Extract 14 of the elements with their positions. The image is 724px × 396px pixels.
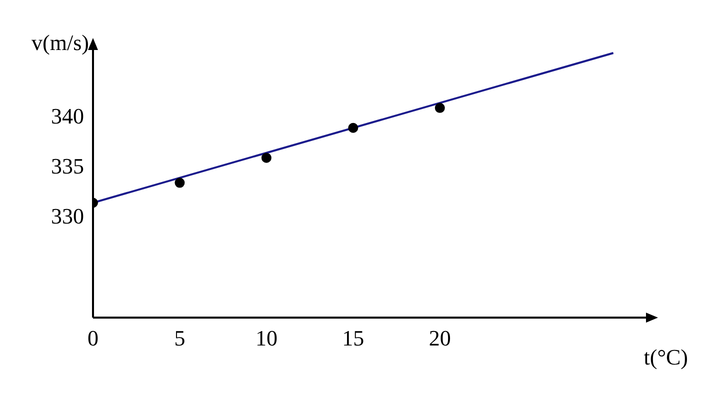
y-axis-title: v(m/s) bbox=[32, 30, 89, 55]
point bbox=[174, 178, 185, 188]
y-tick-label: 340 bbox=[51, 104, 84, 129]
x-tick-label: 10 bbox=[255, 326, 278, 351]
x-tick-label: 0 bbox=[88, 326, 98, 351]
point bbox=[261, 152, 272, 163]
point bbox=[434, 102, 445, 113]
x-tick-label: 5 bbox=[174, 326, 186, 351]
point bbox=[348, 122, 358, 133]
x-tick-label: 20 bbox=[428, 326, 451, 351]
y-tick-label: 330 bbox=[51, 204, 84, 229]
x-axis-title: t(°C) bbox=[644, 344, 688, 370]
y-tick-label: 335 bbox=[51, 154, 84, 179]
x-tick-label: 15 bbox=[342, 326, 364, 351]
